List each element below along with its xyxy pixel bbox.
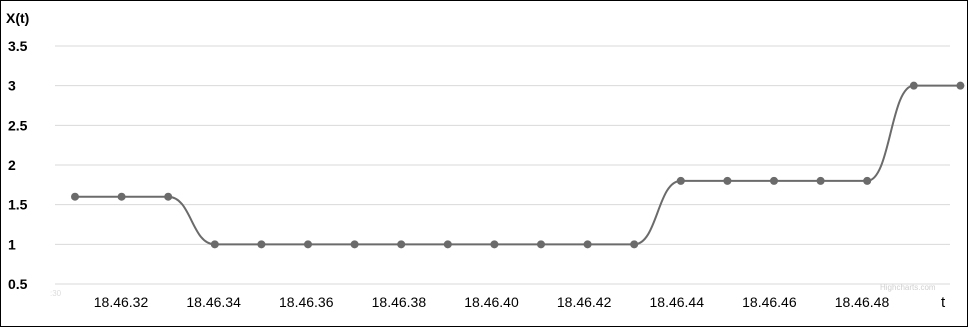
x-tick-label: 18.46.38 (372, 294, 427, 310)
data-point (537, 240, 545, 249)
data-point (583, 240, 592, 249)
x-tick-label: 18.46.48 (835, 294, 890, 310)
data-point (304, 240, 312, 249)
data-point (210, 240, 219, 249)
y-axis-tick-labels: 0.5 1 1.5 2 2.5 3 3.5 (8, 38, 28, 292)
data-point (164, 192, 173, 201)
x-tick-label: 18.46.42 (557, 294, 612, 310)
x-axis-tick-labels: 18.46.32 18.46.34 18.46.36 18.46.38 18.46.40… (94, 294, 890, 310)
credit-text: Highcharts.com (880, 283, 936, 292)
data-point (956, 81, 965, 90)
data-point (863, 176, 872, 185)
data-point (257, 240, 266, 249)
data-point (490, 240, 499, 249)
y-tick-label: 1 (8, 236, 16, 252)
data-point (816, 176, 825, 185)
faint-left-label: :30 (50, 289, 62, 298)
data-point (723, 176, 732, 185)
data-point (117, 192, 126, 201)
x-tick-label: 18.46.44 (650, 294, 705, 310)
x-tick-label: 18.46.32 (94, 294, 149, 310)
data-point (397, 240, 406, 249)
x-tick-label: 18.46.40 (464, 294, 519, 310)
y-axis-title: X(t) (6, 10, 29, 26)
data-point (443, 240, 452, 249)
x-tick-label: 18.46.34 (186, 294, 241, 310)
y-tick-label: 3.5 (8, 38, 28, 54)
y-tick-label: 2 (8, 157, 16, 173)
y-tick-label: 3 (8, 78, 16, 94)
x-axis-title: t (941, 294, 946, 311)
x-tick-label: 18.46.36 (279, 294, 334, 310)
data-point (909, 81, 918, 90)
data-point (630, 240, 639, 249)
y-tick-label: 1.5 (8, 197, 28, 213)
grid-lines (55, 45, 950, 285)
data-point (676, 176, 685, 185)
data-point (770, 176, 778, 185)
data-point (350, 240, 359, 249)
y-tick-label: 2.5 (8, 117, 28, 133)
data-point (71, 192, 79, 201)
y-tick-label: 0.5 (8, 276, 28, 292)
series-points (71, 81, 965, 249)
x-tick-label: 18.46.46 (742, 294, 797, 310)
